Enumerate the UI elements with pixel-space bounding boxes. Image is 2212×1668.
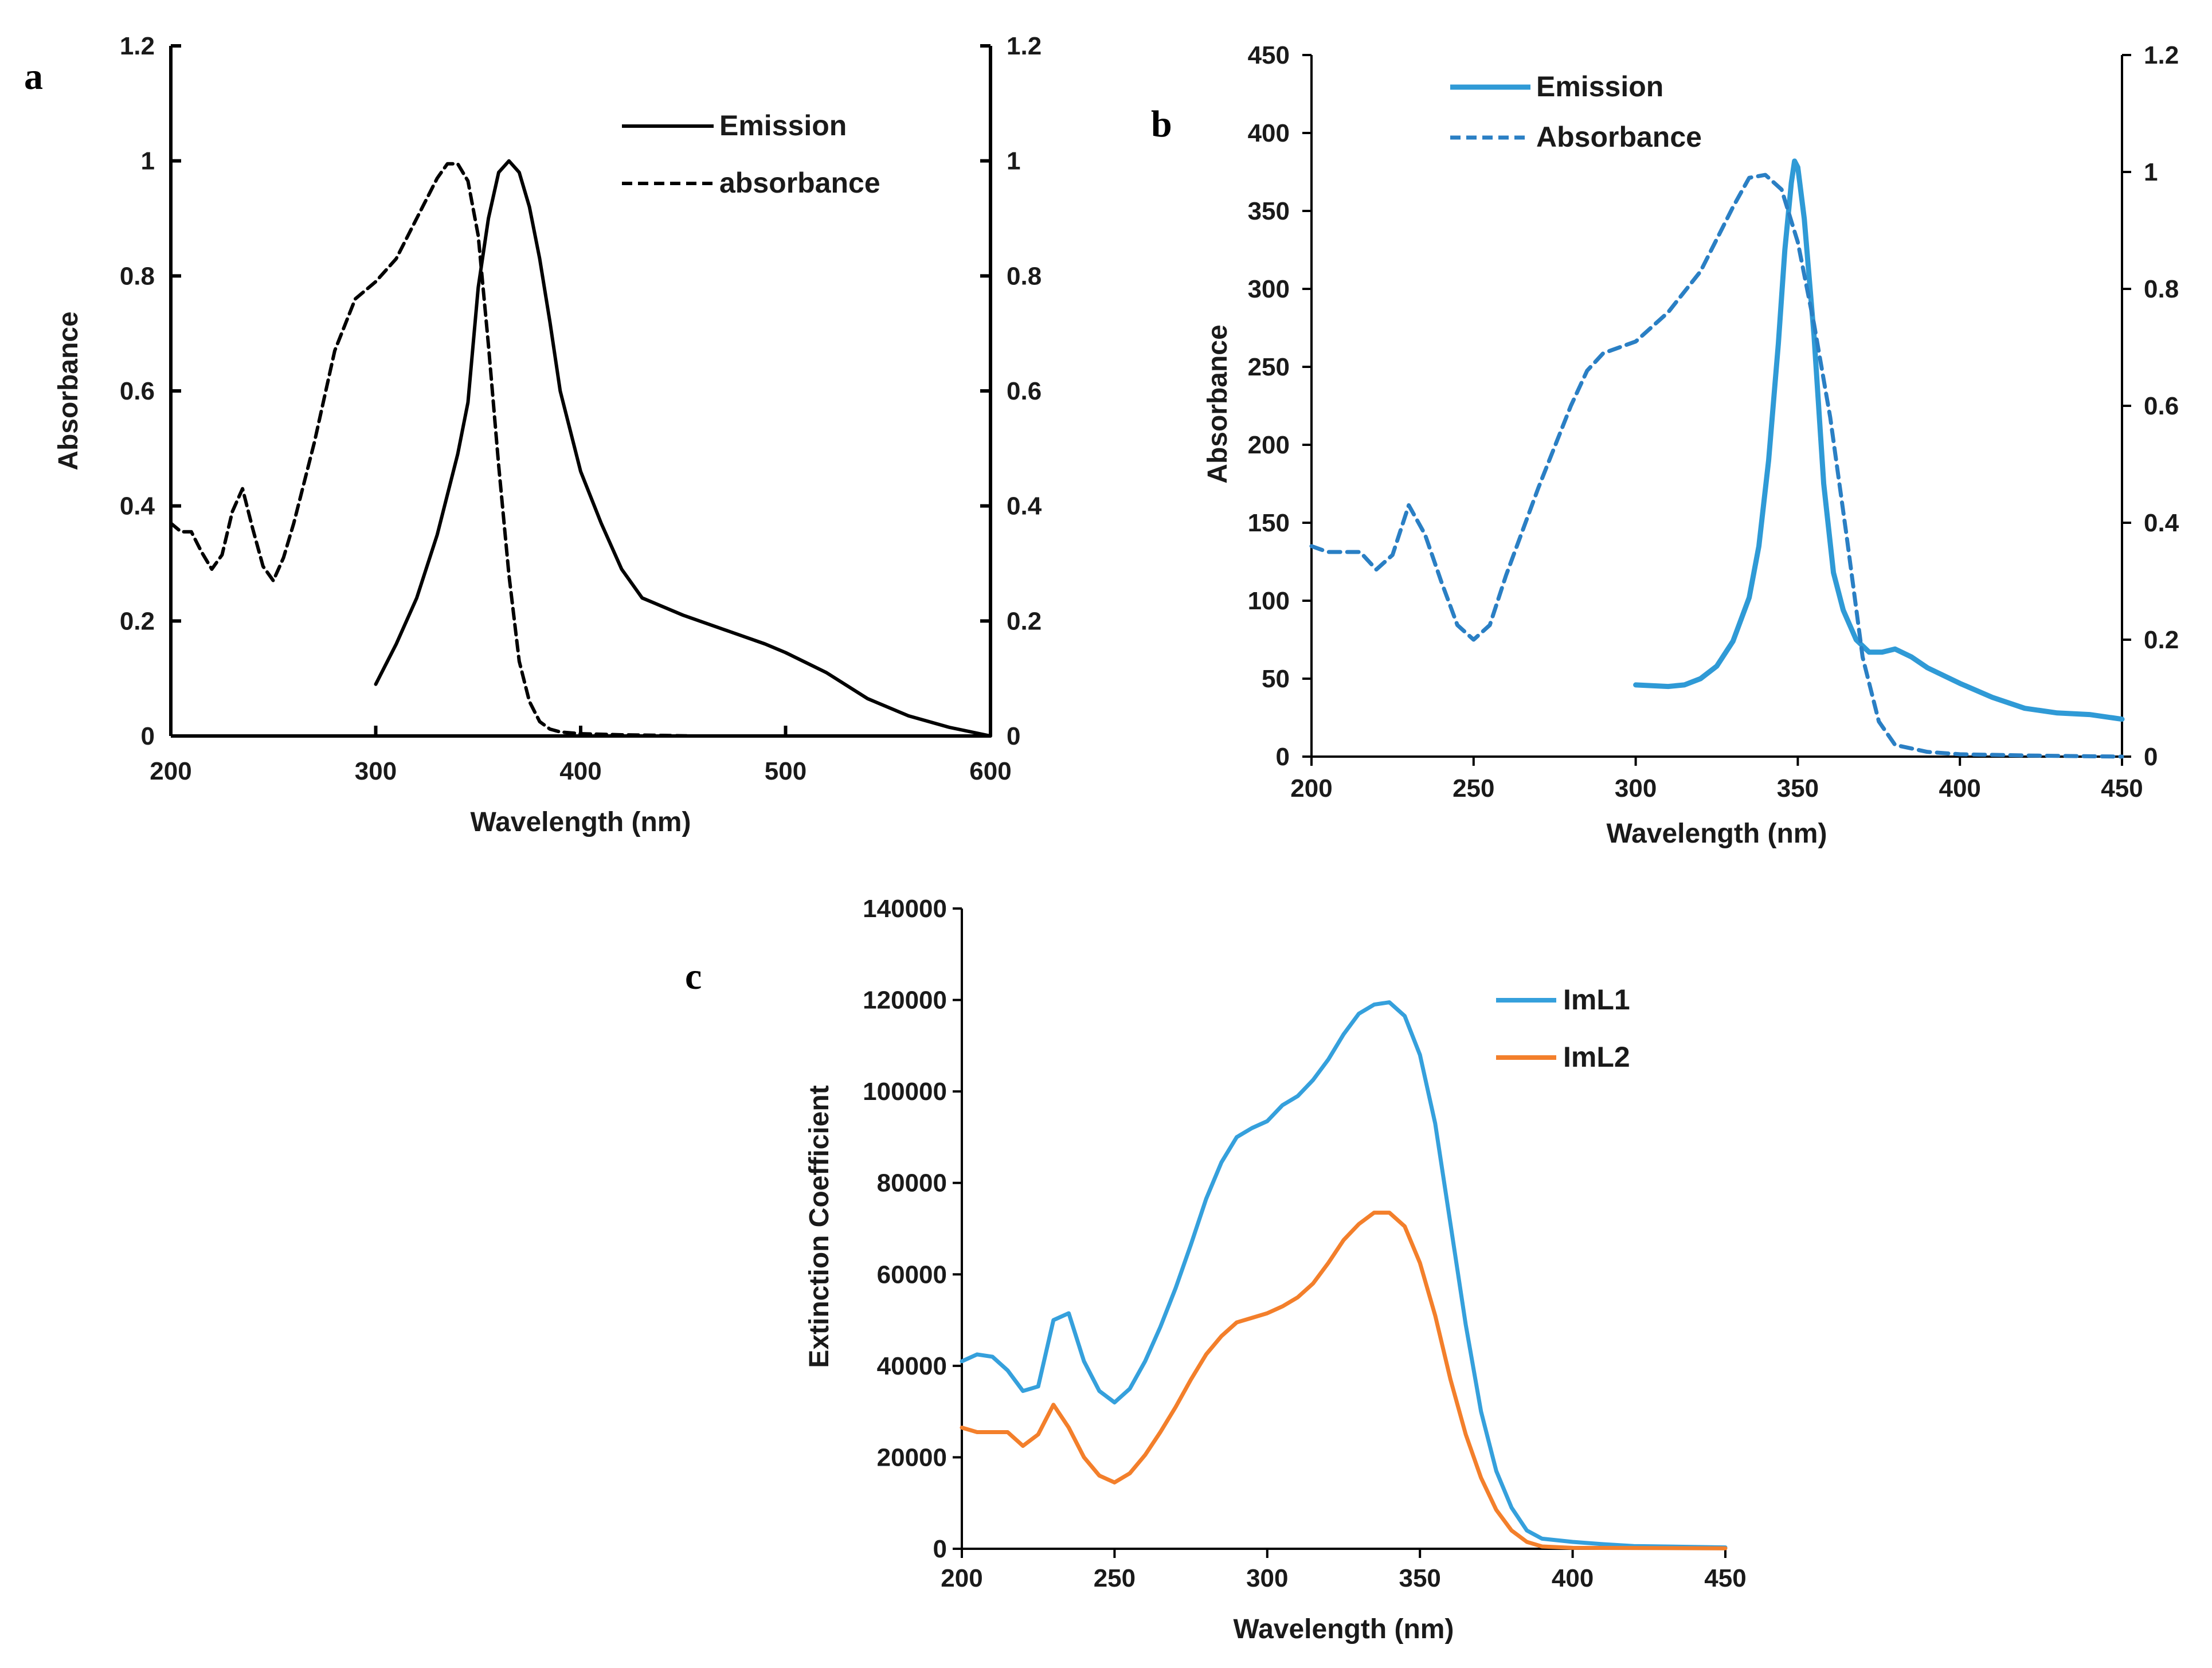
panel-b-y2-ticks: 0 0.2 0.4 0.6 0.8 1 1.2 (2122, 41, 2179, 771)
panel-c-y-tick-label: 80000 (877, 1169, 947, 1197)
panel-a-y-tick-label: 0 (141, 722, 155, 750)
panel-b-y-tick-label: 400 (1248, 119, 1290, 147)
panel-a-x-tick-label: 300 (355, 757, 397, 785)
panel-b-legend-label-emission: Emission (1536, 71, 1663, 103)
panel-b-legend-label-absorbance: Absorbance (1536, 121, 1702, 153)
panel-c-y-tick-label: 40000 (877, 1352, 947, 1380)
panel-b-x-axis-title: Wavelength (nm) (1607, 819, 1827, 849)
panel-c-x-tick-label: 200 (941, 1564, 982, 1592)
panel-c-x-tick-label: 300 (1246, 1564, 1288, 1592)
panel-b-y2-tick-label: 0 (2144, 743, 2158, 771)
panel-a-y2-tick-label: 0.2 (1007, 607, 1042, 635)
panel-b-y-ticks: 0 50 100 150 200 250 300 350 400 450 (1248, 41, 1311, 771)
panel-a-y-tick-label: 1 (141, 147, 155, 175)
panel-a-y-tick-label: 1.2 (120, 32, 155, 60)
panel-b-y2-tick-label: 1.2 (2144, 41, 2179, 69)
panel-a-series-emission-line (374, 159, 992, 738)
panel-c-x-ticks: 200 250 300 350 400 450 (941, 1549, 1747, 1592)
panel-c-y-ticks: 0 20000 40000 60000 80000 100000 120000 140000 (863, 895, 962, 1563)
panel-a-x-ticks: 200 300 400 500 600 (150, 726, 1012, 785)
panel-b-series-absorbance-line (1309, 173, 2124, 759)
panel-a-axes (169, 46, 992, 738)
panel-a-y2-tick-label: 0.8 (1007, 262, 1042, 290)
panel-a-y-tick-label: 0.4 (120, 492, 155, 520)
panel-b-y-axis-title: Absorbance (1203, 324, 1233, 483)
panel-a-letter: a (24, 56, 43, 97)
panel-b-x-tick-label: 300 (1615, 774, 1657, 802)
panel-c-y-axis-title: Extinction Coefficient (804, 1085, 835, 1368)
panel-a-y2-tick-label: 1 (1007, 147, 1020, 175)
panel-b-y-tick-label: 100 (1248, 587, 1290, 615)
panel-a-x-tick-label: 600 (969, 757, 1011, 785)
panel-b-y-tick-label: 200 (1248, 431, 1290, 459)
panel-a-y-tick-label: 0.8 (120, 262, 155, 290)
panel-c-y-tick-label: 100000 (863, 1078, 947, 1106)
panel-b-y2-tick-label: 0.6 (2144, 392, 2179, 420)
panel-b-y-tick-label: 350 (1248, 197, 1290, 225)
panel-c-series-iml1-line (960, 1000, 1728, 1550)
panel-b-axes (1310, 55, 2123, 758)
panel-c-y-tick-label: 60000 (877, 1260, 947, 1289)
panel-a-y2-tick-label: 0 (1007, 722, 1020, 750)
panel-b-y-tick-label: 50 (1262, 665, 1290, 693)
panel-a-y-axis-title: Absorbance (53, 311, 84, 470)
panel-c-legend-label-iml1: ImL1 (1563, 984, 1630, 1016)
panel-a-x-axis-title: Wavelength (nm) (471, 807, 691, 837)
panel-c-x-tick-label: 250 (1094, 1564, 1136, 1592)
panel-a-x-tick-label: 200 (150, 757, 191, 785)
panel-c-y-tick-label: 120000 (863, 986, 947, 1015)
panel-a-y-tick-label: 0.6 (120, 377, 155, 405)
panel-a-chart: a 200 300 400 500 600 0 0.2 0.4 0.6 0.8 1 1.2 0 0.2… (24, 32, 1042, 837)
panel-b-plot-area (1309, 158, 2125, 759)
panel-b-y-tick-label: 250 (1248, 353, 1290, 381)
panel-c-legend: ImL1 ImL2 (1496, 984, 1630, 1073)
panel-c-letter: c (685, 956, 702, 997)
panel-a-y2-tick-label: 0.6 (1007, 377, 1042, 405)
panel-b-legend: Emission Absorbance (1450, 71, 1702, 153)
panel-c-plot-area (960, 1000, 1728, 1550)
panel-b-letter: b (1151, 103, 1172, 145)
panel-a-plot-area (169, 159, 992, 738)
panel-b-x-tick-label: 200 (1290, 774, 1332, 802)
panel-b-x-tick-label: 250 (1453, 774, 1494, 802)
panel-c-x-tick-label: 400 (1552, 1564, 1594, 1592)
panel-b-x-tick-label: 450 (2101, 774, 2143, 802)
panel-a-y2-ticks: 0 0.2 0.4 0.6 0.8 1 1.2 (980, 32, 1042, 750)
panel-c-y-tick-label: 0 (933, 1535, 947, 1563)
panel-c-x-tick-label: 450 (1704, 1564, 1746, 1592)
panel-b-y2-tick-label: 0.2 (2144, 626, 2179, 654)
panel-c-y-tick-label: 140000 (863, 895, 947, 923)
panel-c-chart: c 200 250 300 350 400 450 0 20000 40000 60000 800… (685, 895, 1747, 1644)
panel-b-x-tick-label: 350 (1777, 774, 1819, 802)
panel-b-series-emission-line (1633, 158, 2125, 722)
panel-c-y-tick-label: 20000 (877, 1443, 947, 1471)
panel-a-x-tick-label: 500 (765, 757, 807, 785)
panel-a-legend-label-absorbance: absorbance (719, 167, 880, 199)
panel-a-legend-label-emission: Emission (719, 109, 847, 142)
panel-b-y-tick-label: 300 (1248, 275, 1290, 303)
panel-b-y2-tick-label: 0.4 (2144, 509, 2179, 537)
panel-a-y-ticks: 0 0.2 0.4 0.6 0.8 1 1.2 (120, 32, 181, 750)
panel-b-chart: b 200 250 300 350 400 450 0 50 100 150 200 250 300 3… (1151, 41, 2179, 849)
panel-a-series-absorbance-line (169, 162, 695, 738)
panel-b-x-tick-label: 400 (1939, 774, 1980, 802)
panel-a-y-tick-label: 0.2 (120, 607, 155, 635)
panel-c-legend-label-iml2: ImL2 (1563, 1041, 1630, 1073)
panel-a-x-tick-label: 400 (559, 757, 601, 785)
panel-a-y2-tick-label: 1.2 (1007, 32, 1042, 60)
panel-b-y-tick-label: 450 (1248, 41, 1290, 69)
panel-b-y-tick-label: 0 (1276, 743, 1290, 771)
panel-b-y-tick-label: 150 (1248, 509, 1290, 537)
panel-b-x-ticks: 200 250 300 350 400 450 (1290, 757, 2143, 802)
panel-a-legend: Emission absorbance (622, 109, 880, 199)
panel-c-series-iml2-line (960, 1211, 1728, 1550)
panel-b-y2-tick-label: 1 (2144, 158, 2158, 186)
panel-a-y2-tick-label: 0.4 (1007, 492, 1042, 520)
panel-b-y2-tick-label: 0.8 (2144, 275, 2179, 303)
panel-c-x-tick-label: 350 (1399, 1564, 1440, 1592)
panel-c-x-axis-title: Wavelength (nm) (1234, 1614, 1454, 1644)
